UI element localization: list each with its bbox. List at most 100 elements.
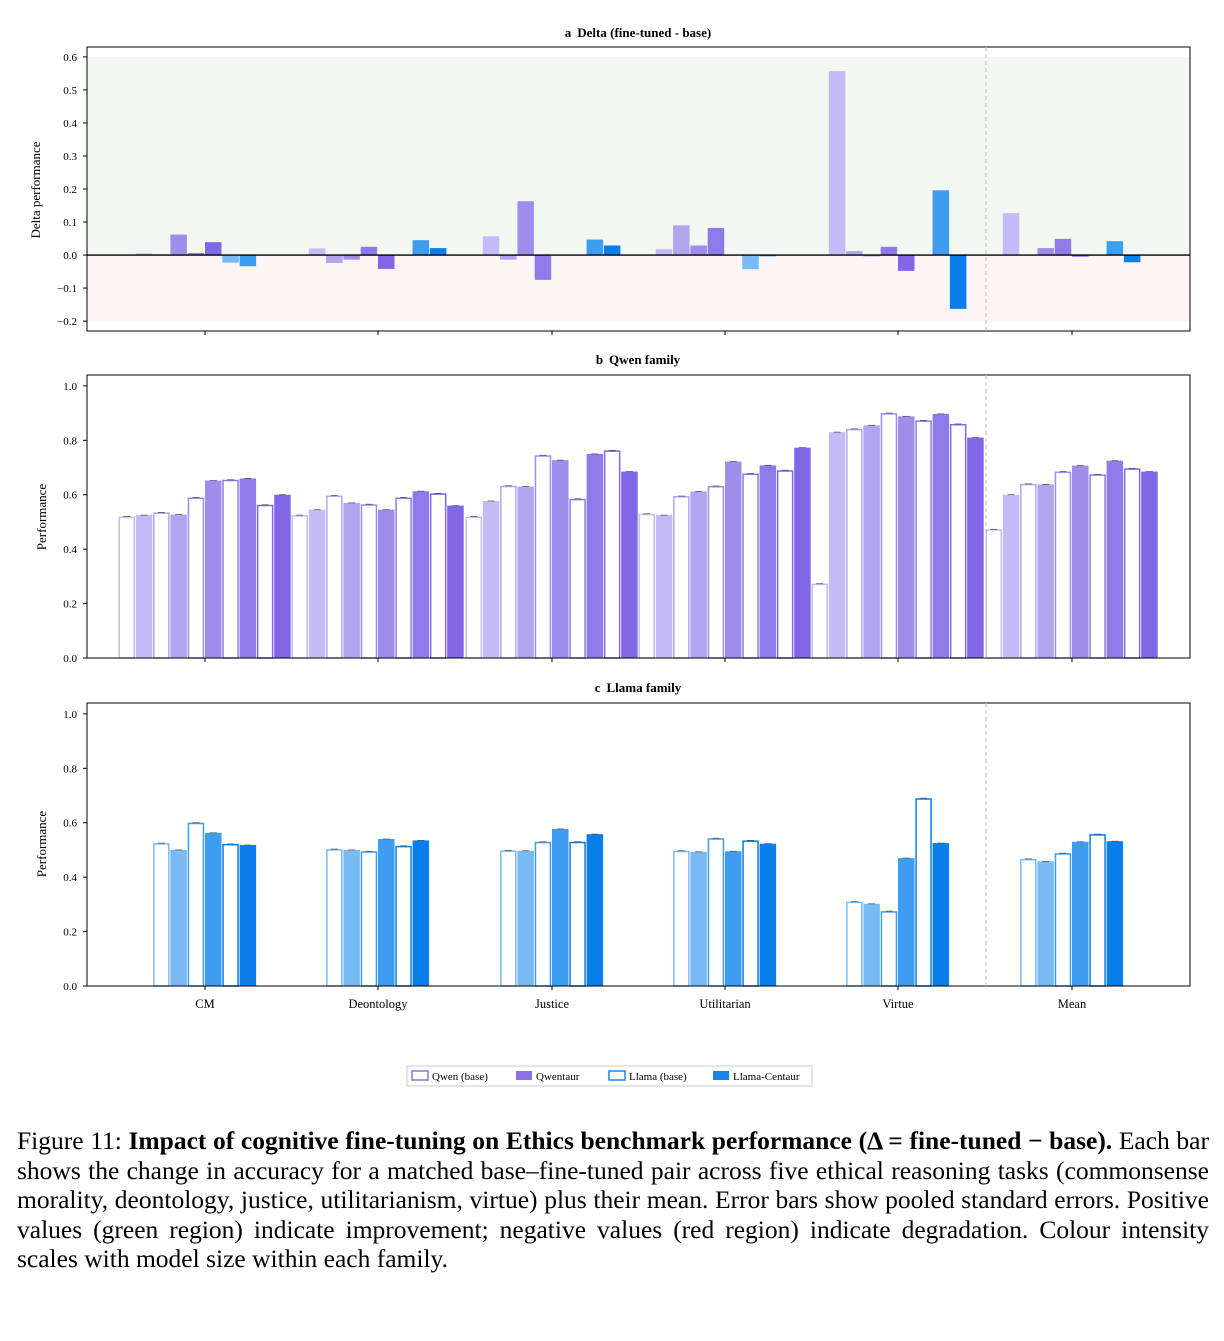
caption-prefix: Figure 11: — [17, 1126, 129, 1155]
panel-c-tuned-bar — [1037, 861, 1054, 986]
panel-c-base-bar — [187, 822, 205, 987]
panel-b-tuned-bar — [1106, 460, 1124, 658]
panel-c-base-bar — [360, 851, 378, 987]
panel-b-base-bar — [811, 583, 828, 659]
panel-b-base-bar — [1054, 471, 1072, 659]
panel-b-tuned-bar — [205, 480, 222, 658]
panel-c-base-bar — [569, 841, 586, 987]
panel-a-title: a Delta (fine-tuned - base) — [565, 25, 711, 40]
legend-swatch — [516, 1071, 532, 1080]
panel-c-tuned-bar — [239, 845, 257, 986]
legend-label: Qwen (base) — [432, 1071, 488, 1083]
panel-b-tuned-bar — [725, 461, 742, 658]
panel-b-ytick-label: 0.4 — [63, 544, 77, 556]
delta-bar — [326, 255, 343, 263]
panel-b-base-bar — [534, 455, 552, 659]
panel-c: c Llama family Performance 1.0 0.8 0.6 0.4 0.… — [34, 680, 1191, 1011]
panel-b-ytick-label: 0.0 — [63, 653, 77, 665]
positive-region — [87, 56, 1190, 256]
x-category-label: Justice — [535, 997, 569, 1011]
panel-c-tuned-bar — [412, 840, 430, 986]
panel-b-tuned-bar — [552, 460, 569, 658]
legend-label: Qwentaur — [536, 1071, 580, 1083]
panel-a-ytick-label: −0.2 — [57, 316, 77, 328]
panel-c-tuned-bar — [725, 851, 742, 986]
panel-b-tuned-bar — [690, 491, 707, 658]
delta-bar — [429, 248, 447, 256]
panel-c-base-bar — [915, 798, 932, 987]
panel-b-tuned-bar — [170, 514, 187, 658]
x-category-label: Virtue — [882, 997, 914, 1011]
x-category-label: Mean — [1058, 997, 1087, 1011]
panel-c-ytick-label: 0.0 — [63, 981, 77, 993]
panel-a-ytick-label: 0.6 — [63, 52, 77, 64]
panel-b-base-bar — [395, 497, 412, 659]
delta-bar — [828, 71, 846, 256]
caption-text: Each bar shows the change in accuracy fo… — [17, 1126, 1209, 1273]
delta-bar — [500, 255, 517, 260]
panel-c-tuned-bar — [863, 903, 880, 986]
delta-bar — [673, 225, 690, 256]
delta-bar — [187, 253, 205, 256]
panel-b-tuned-bar — [135, 515, 153, 658]
x-category-label: Deontology — [348, 997, 408, 1011]
panel-b-tuned-bar — [1141, 471, 1158, 658]
panel-c-tuned-bar — [1072, 841, 1089, 986]
panel-b-ytick-label: 0.6 — [63, 490, 77, 502]
panel-b-base-bar — [949, 423, 967, 659]
delta-bar — [534, 255, 552, 280]
legend-label: Llama-Centaur — [733, 1071, 800, 1083]
delta-bar — [846, 251, 863, 256]
delta-bar — [343, 255, 360, 260]
panel-b-base-bar — [776, 470, 794, 659]
panel-a: a Delta (fine-tuned - base) Delta perform… — [28, 25, 1191, 335]
panel-b-tuned-bar — [794, 447, 811, 658]
panel-b-tuned-bar — [759, 465, 777, 658]
legend-swatch — [608, 1070, 626, 1081]
panel-b-tuned-bar — [308, 509, 326, 658]
legend-label: Llama (base) — [629, 1071, 687, 1083]
panel-b-tuned-bar — [1002, 494, 1020, 658]
figure-caption: Figure 11: Impact of cognitive fine-tuni… — [17, 1126, 1209, 1274]
panel-c-tuned-bar — [517, 850, 534, 986]
delta-bar — [690, 245, 707, 256]
panel-c-base-bar — [1054, 853, 1072, 987]
delta-bar — [759, 255, 777, 257]
caption-bold: Impact of cognitive fine-tuning on Ethic… — [128, 1126, 1113, 1155]
panel-c-base-bar — [153, 843, 170, 987]
panel-c-base-bar — [395, 845, 412, 987]
panel-b-base-bar — [707, 486, 725, 659]
panel-a-ytick-label: 0.3 — [63, 151, 77, 163]
panel-c-ytick-label: 1.0 — [63, 709, 77, 721]
delta-bar — [1123, 255, 1141, 263]
delta-bar — [707, 227, 725, 256]
panel-b-tuned-bar — [447, 505, 464, 658]
panel-a-ytick-label: 0.1 — [63, 217, 77, 229]
panel-c-base-bar — [880, 911, 898, 987]
delta-bar — [378, 255, 395, 269]
panel-c-base-bar — [742, 840, 759, 987]
panel-b-base-bar — [153, 512, 170, 659]
panel-c-base-bar — [846, 901, 863, 987]
panel-a-ytick-label: 0.5 — [63, 85, 77, 97]
panel-c-base-bar — [1020, 858, 1037, 987]
legend-swatch — [713, 1071, 729, 1080]
panel-c-tuned-bar — [690, 851, 707, 986]
panel-b-base-bar — [673, 496, 690, 659]
panel-b-tuned-bar — [898, 416, 915, 658]
delta-bar — [517, 201, 534, 256]
panel-c-tuned-bar — [552, 828, 569, 986]
panel-a-ytick-label: 0.0 — [63, 250, 77, 262]
panel-a-ytick-label: −0.1 — [57, 283, 77, 295]
x-category-label: CM — [195, 997, 214, 1011]
panel-b-tuned-bar — [967, 437, 984, 658]
panel-b-base-bar — [118, 516, 135, 659]
panel-b-tuned-bar — [412, 491, 430, 658]
panel-c-base-bar — [222, 843, 239, 987]
panel-c-tuned-bar — [1106, 841, 1124, 986]
panel-c-tuned-bar — [898, 858, 915, 986]
panel-c-title: c Llama family — [595, 680, 682, 695]
panel-c-tuned-bar — [205, 832, 222, 986]
panel-b-base-bar — [742, 473, 759, 659]
panel-b-tuned-bar — [274, 494, 291, 658]
